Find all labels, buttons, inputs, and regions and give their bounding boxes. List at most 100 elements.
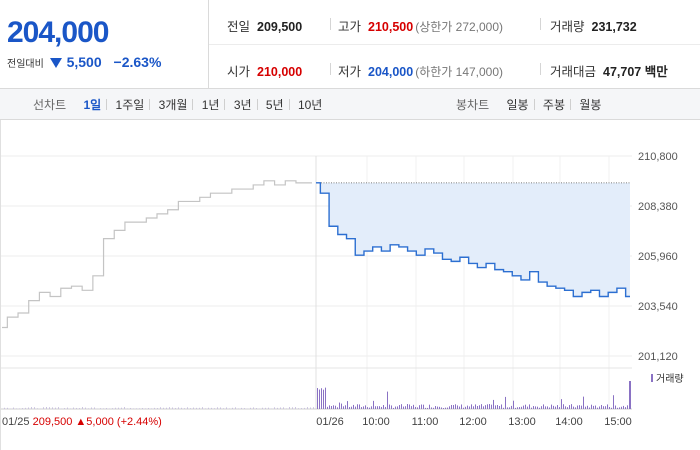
tab-weekly-candle[interactable]: 주봉: [542, 98, 565, 112]
volume-bar: [337, 407, 338, 409]
volume-bar: [292, 407, 293, 409]
volume-bar: [61, 408, 62, 409]
tab-monthly-candle[interactable]: 월봉: [579, 98, 602, 112]
volume-bar: [133, 408, 134, 409]
volume-bar: [603, 406, 604, 409]
stat-value: 210,000: [257, 65, 303, 79]
volume-bar: [409, 404, 410, 409]
stat-value: 209,500: [257, 20, 303, 34]
candle-chart-tabs: 봉차트 일봉 주봉 월봉: [456, 96, 605, 113]
volume-bar: [64, 408, 65, 409]
volume-bar: [52, 407, 53, 409]
volume-bar: [345, 405, 346, 409]
volume-bar: [220, 407, 221, 409]
tab-3month[interactable]: 3개월: [158, 98, 188, 112]
volume-bar: [241, 407, 242, 409]
volume-bar: [307, 407, 308, 409]
volume-bar: [469, 406, 470, 409]
volume-bar: [433, 407, 434, 409]
volume-bar: [489, 404, 490, 409]
volume-bar: [43, 407, 44, 409]
volume-bar: [298, 408, 299, 409]
tab-1week[interactable]: 1주일: [115, 98, 145, 112]
tab-separator: [106, 99, 108, 110]
volume-bar: [415, 406, 416, 409]
volume-bar: [577, 405, 578, 409]
price-tick-label: 205,960: [638, 251, 678, 263]
volume-bar: [49, 407, 50, 409]
volume-bar: [537, 406, 538, 409]
volume-bar: [205, 408, 206, 409]
chart-frame: [0, 120, 700, 450]
volume-bar: [499, 405, 500, 409]
volume-bar: [473, 406, 474, 409]
volume-bar: [277, 407, 278, 409]
volume-bar: [569, 405, 570, 409]
stat-label: 고가: [338, 20, 362, 34]
volume-bar: [397, 406, 398, 409]
volume-bar: [623, 405, 624, 409]
prev-day-price-line: [2, 180, 312, 329]
volume-bar: [301, 408, 302, 409]
stat-label: 시가: [227, 65, 251, 79]
volume-bar: [381, 406, 382, 409]
volume-bar: [465, 406, 466, 409]
price-tick-label: 210,800: [638, 151, 678, 163]
volume-bar: [445, 407, 446, 409]
volume-bar: [274, 407, 275, 409]
volume-bar: [581, 405, 582, 409]
volume-bar: [70, 408, 71, 409]
volume-bar: [599, 406, 600, 409]
volume-bar: [193, 407, 194, 409]
volume-bar: [343, 406, 344, 409]
stat-low: 저가 204,000 (하한가 147,000): [338, 61, 503, 80]
volume-bar: [479, 405, 480, 409]
volume-bar: [401, 404, 402, 409]
volume-bar: [268, 407, 269, 409]
volume-bar: [369, 407, 370, 409]
tab-daily-candle[interactable]: 일봉: [506, 98, 529, 112]
tab-1day[interactable]: 1일: [83, 98, 102, 112]
volume-bar: [22, 408, 23, 409]
volume-bar: [609, 407, 610, 409]
volume-bar: [379, 406, 380, 409]
volume-bar: [16, 408, 17, 409]
volume-bar: [323, 389, 324, 409]
tab-1year[interactable]: 1년: [201, 98, 220, 112]
volume-bar: [403, 406, 404, 409]
current-price: 204,000: [7, 16, 109, 49]
volume-bar: [363, 406, 364, 409]
volume-bar: [553, 405, 554, 409]
tab-5year[interactable]: 5년: [265, 98, 284, 112]
volume-bar: [73, 407, 74, 409]
tab-separator: [192, 99, 194, 110]
volume-bar: [335, 405, 336, 409]
volume-bar: [593, 405, 594, 409]
volume-bar: [441, 407, 442, 409]
chart-period-tabs: 선차트 1일 1주일 3개월 1년 3년 5년 10년 봉차트 일봉 주봉 월봉: [0, 89, 700, 120]
volume-bar: [583, 396, 584, 409]
volume-bar: [184, 408, 185, 409]
tab-3year[interactable]: 3년: [233, 98, 252, 112]
volume-bar: [289, 407, 290, 409]
tab-10year[interactable]: 10년: [297, 98, 323, 112]
volume-bar: [617, 407, 618, 409]
volume-bar: [208, 407, 209, 409]
volume-bar: [543, 404, 544, 409]
volume-bar: [106, 408, 107, 409]
volume-bar: [563, 404, 564, 409]
volume-bar: [79, 408, 80, 409]
time-tick-label: 01/26: [316, 416, 344, 428]
volume-bar: [601, 404, 602, 409]
volume-bar: [371, 406, 372, 409]
volume-bar: [367, 407, 368, 409]
prev-day-summary: 01/25 209,500 ▲5,000 (+2.44%): [2, 416, 162, 428]
volume-bar: [541, 406, 542, 409]
change-label: 전일대비: [7, 59, 44, 70]
volume-bar: [451, 404, 452, 409]
volume-bar: [202, 407, 203, 409]
volume-bar: [211, 407, 212, 409]
volume-bar: [555, 406, 556, 409]
volume-bar: [373, 400, 374, 409]
volume-bar: [565, 406, 566, 409]
